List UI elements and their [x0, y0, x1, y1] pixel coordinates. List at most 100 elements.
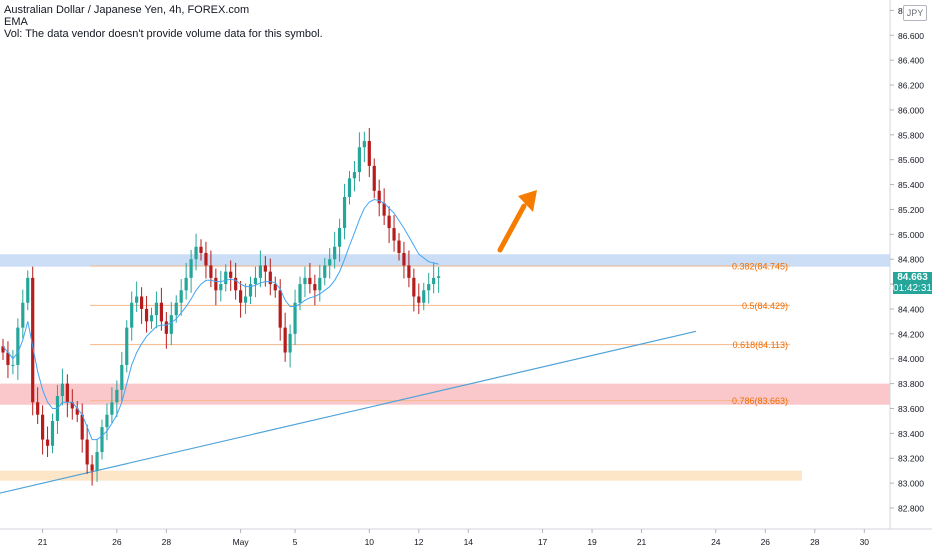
candle-body — [31, 277, 35, 403]
price-tick-label: 85.000 — [898, 230, 924, 240]
time-tick-label: 28 — [162, 537, 172, 547]
candle-body — [224, 271, 228, 285]
price-tick-label: 84.400 — [898, 304, 924, 314]
candles — [1, 127, 441, 486]
candle-body — [120, 364, 124, 390]
candle-body — [90, 464, 94, 471]
price-tick-label: 83.800 — [898, 379, 924, 389]
zone-rect — [0, 470, 802, 481]
candle-body — [214, 277, 218, 291]
candle-body — [174, 302, 178, 316]
time-tick-label: 26 — [761, 537, 771, 547]
price-tick-label: 85.800 — [898, 130, 924, 140]
candle-body — [169, 315, 173, 334]
price-tick-label: 82.800 — [898, 504, 924, 514]
candle-body — [293, 302, 297, 334]
candle-body — [189, 259, 193, 278]
candle-body — [298, 284, 302, 303]
candle-body — [357, 147, 361, 173]
price-tick-label: 86.600 — [898, 31, 924, 41]
price-tick-label: 85.200 — [898, 205, 924, 215]
candle-body — [219, 284, 223, 291]
price-tick-label: 84.200 — [898, 329, 924, 339]
candle-body — [288, 333, 292, 353]
currency-button[interactable]: JPY — [903, 5, 927, 21]
candle-body — [199, 246, 203, 253]
candle-body — [323, 265, 327, 278]
candle-body — [194, 246, 198, 260]
candle-body — [313, 284, 317, 291]
candle-body — [422, 290, 426, 303]
candle-body — [258, 265, 262, 278]
time-tick-label: 21 — [637, 537, 647, 547]
time-tick-label: 24 — [711, 537, 721, 547]
arrow-shaft — [497, 203, 527, 253]
ema-line — [2, 198, 439, 441]
candle-body — [60, 383, 64, 397]
candle-body — [268, 271, 272, 285]
candle-body — [80, 414, 84, 440]
zone-rect — [0, 383, 890, 405]
candle-body — [125, 327, 129, 365]
zone-rect — [0, 254, 890, 267]
candle-body — [318, 277, 322, 291]
fib-label: 0.382(84.745) — [732, 262, 788, 272]
candle-body — [382, 203, 386, 216]
trendline-group — [0, 330, 697, 494]
candle-body — [248, 284, 253, 297]
candle-body — [204, 252, 208, 266]
candle-body — [273, 284, 277, 291]
fib-label: 0.618(84.113) — [733, 340, 788, 350]
price-tick-label: 84.800 — [898, 255, 924, 265]
time-tick-label: 30 — [860, 537, 870, 547]
candle-body — [179, 290, 183, 303]
price-tick-label: 86.200 — [898, 81, 924, 91]
fib-levels: 0.382(84.745) 0.5(84.429) 0.618(84.113) 0.7… — [90, 262, 790, 406]
price-tick-label: 85.400 — [898, 180, 924, 190]
time-tick-label: 5 — [293, 537, 298, 547]
last-price-tag: 84.663 01:42:31 — [893, 272, 932, 294]
time-tick-label: 19 — [587, 537, 597, 547]
candle-body — [283, 327, 287, 353]
candle-body — [50, 420, 55, 446]
fib-label: 0.5(84.429) — [742, 301, 788, 311]
last-price-value: 84.663 — [897, 272, 928, 283]
candle-body — [362, 141, 366, 148]
candle-body — [149, 315, 154, 322]
candle-body — [392, 228, 396, 241]
price-tick-label: 83.200 — [898, 454, 924, 464]
candle-body — [303, 277, 307, 285]
time-tick-label: May — [233, 537, 250, 547]
candle-body — [278, 290, 282, 328]
candle-body — [263, 265, 267, 272]
candle-body — [135, 296, 139, 303]
candle-body — [70, 402, 74, 409]
candle-body — [110, 402, 114, 415]
candle-body — [417, 296, 421, 303]
candle-body — [95, 452, 99, 471]
candle-body — [239, 290, 243, 303]
candle-body — [159, 302, 163, 322]
candle-body — [347, 178, 352, 197]
candle-body — [367, 141, 371, 166]
trendline — [0, 330, 697, 494]
candle-body — [130, 302, 134, 328]
candle-body — [140, 296, 144, 309]
candle-body — [1, 346, 5, 353]
candle-body — [338, 228, 342, 247]
candle-body — [164, 321, 168, 334]
price-tick-label: 83.600 — [898, 404, 924, 414]
candle-body — [11, 364, 15, 366]
price-tick-label: 83.400 — [898, 429, 924, 439]
candle-body — [209, 265, 213, 278]
fib-label: 0.786(83.663) — [732, 396, 788, 406]
price-tick-label: 85.600 — [898, 155, 924, 165]
candle-body — [333, 246, 337, 260]
candle-body — [352, 172, 357, 179]
candle-body — [115, 389, 119, 403]
time-tick-label: 26 — [112, 537, 122, 547]
candle-body — [407, 265, 411, 278]
